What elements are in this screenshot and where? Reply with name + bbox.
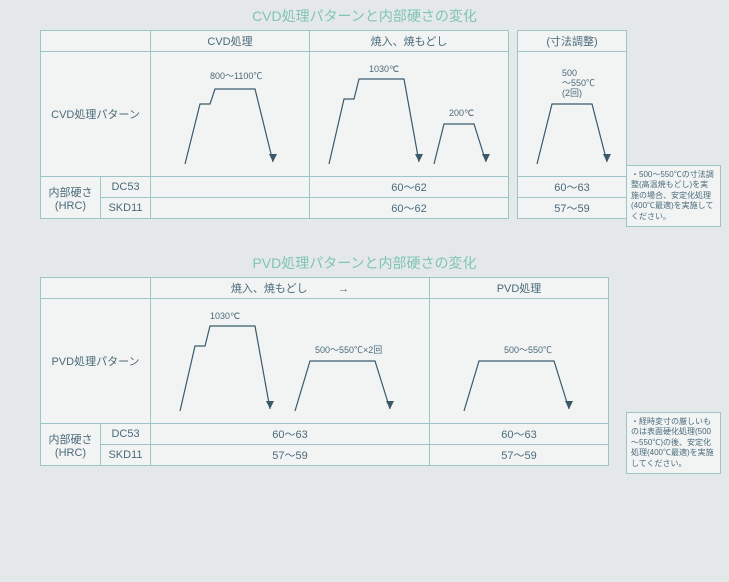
temp-pvd-quench: 1030℃ bbox=[210, 311, 240, 321]
pvd-chart-2: 500～550℃ bbox=[430, 299, 609, 424]
pvd-table: 焼入、焼もどし → PVD処理 PVD処理パターン 1030℃ 500～550℃… bbox=[40, 277, 609, 466]
cvd-title: CVD処理パターンと内部硬さの変化 bbox=[0, 0, 729, 30]
cvd-skd11-c3: 57～59 bbox=[518, 198, 627, 219]
pvd-pattern-label: PVD処理パターン bbox=[41, 299, 151, 424]
cvd-dc53-c1 bbox=[151, 177, 310, 198]
pvd-hdr-col1: 焼入、焼もどし → bbox=[151, 278, 430, 299]
temp-quench: 1030℃ bbox=[369, 64, 399, 74]
pvd-chart-1: 1030℃ 500～550℃×2回 bbox=[151, 299, 430, 424]
temp-cvd: 800～1100℃ bbox=[210, 71, 262, 81]
cvd-hdr-col3: (寸法調整) bbox=[518, 31, 627, 52]
temp-pvd-temper: 500～550℃×2回 bbox=[315, 345, 382, 355]
cvd-table: CVD処理 焼入、焼もどし (寸法調整) CVD処理パターン 800～1100℃… bbox=[40, 30, 627, 219]
pvd-title: PVD処理パターンと内部硬さの変化 bbox=[0, 247, 729, 277]
pvd-dc53-c2: 60～63 bbox=[430, 424, 609, 445]
pvd-skd11-c1: 57～59 bbox=[151, 445, 430, 466]
cvd-hdr-col2: 焼入、焼もどし bbox=[310, 31, 509, 52]
pvd-steel1: DC53 bbox=[101, 424, 151, 445]
cvd-section: CVD処理パターンと内部硬さの変化 CVD処理 焼入、焼もどし (寸法調整) C… bbox=[0, 0, 729, 219]
pvd-hardness-label: 内部硬さ(HRC) bbox=[41, 424, 101, 466]
temp-final-l3: (2回) bbox=[562, 88, 582, 98]
cvd-steel2: SKD11 bbox=[101, 198, 151, 219]
pvd-dc53-c1: 60～63 bbox=[151, 424, 430, 445]
cvd-skd11-c1 bbox=[151, 198, 310, 219]
cvd-chart-1: 800～1100℃ bbox=[151, 52, 310, 177]
cvd-chart-3: 500 ～550℃ (2回) bbox=[518, 52, 627, 177]
pvd-section: PVD処理パターンと内部硬さの変化 焼入、焼もどし → PVD処理 PVD処理パ… bbox=[0, 247, 729, 466]
cvd-dc53-c3: 60～63 bbox=[518, 177, 627, 198]
temp-final-l1: 500 bbox=[562, 68, 577, 78]
cvd-note: ・500～550℃の寸法調整(高温焼もどし)を実施の場合、安定化処理(400℃最… bbox=[626, 165, 721, 227]
pvd-skd11-c2: 57～59 bbox=[430, 445, 609, 466]
pvd-note: ・経時変寸の厳しいものは表面硬化処理(500～550℃)の後、安定化処理(400… bbox=[626, 412, 721, 474]
temp-temper-low: 200℃ bbox=[449, 108, 474, 118]
cvd-chart-2: 1030℃ 200℃ bbox=[310, 52, 509, 177]
cvd-steel1: DC53 bbox=[101, 177, 151, 198]
cvd-skd11-c2: 60～62 bbox=[310, 198, 509, 219]
cvd-hardness-label: 内部硬さ(HRC) bbox=[41, 177, 101, 219]
cvd-hdr-col1: CVD処理 bbox=[151, 31, 310, 52]
temp-pvd-proc: 500～550℃ bbox=[504, 345, 552, 355]
cvd-pattern-label: CVD処理パターン bbox=[41, 52, 151, 177]
pvd-steel2: SKD11 bbox=[101, 445, 151, 466]
temp-final-l2: ～550℃ bbox=[562, 78, 595, 88]
cvd-dc53-c2: 60～62 bbox=[310, 177, 509, 198]
pvd-hdr-col2: PVD処理 bbox=[430, 278, 609, 299]
